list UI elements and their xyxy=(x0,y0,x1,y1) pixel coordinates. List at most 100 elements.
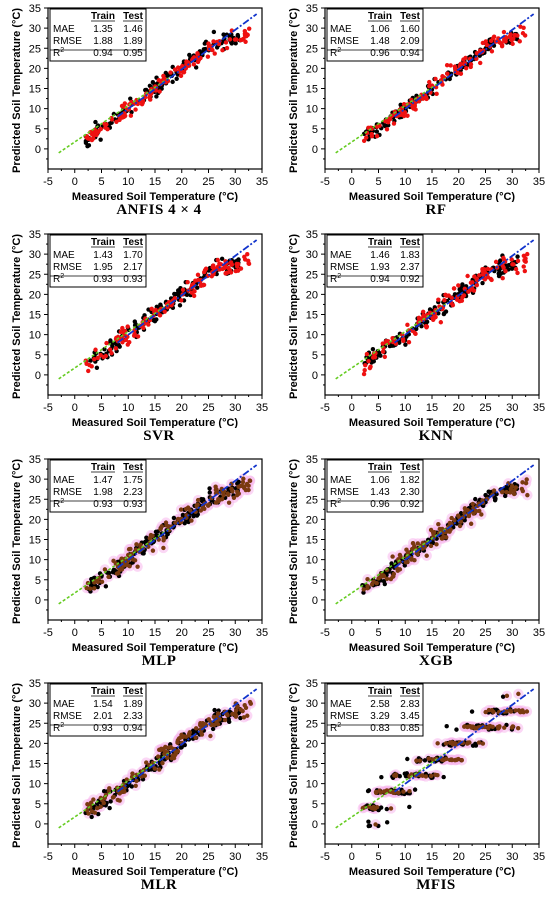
metric-label: MAE xyxy=(330,24,352,35)
test-point xyxy=(509,257,514,262)
test-point xyxy=(86,368,91,374)
y-tick-label: 0 xyxy=(312,819,318,831)
test-point xyxy=(235,268,241,273)
superscript: 2 xyxy=(60,498,64,505)
metric-train-value: 2.58 xyxy=(370,699,390,710)
x-tick-label: -5 xyxy=(320,176,330,188)
test-point xyxy=(471,724,476,730)
test-point xyxy=(515,33,520,38)
test-point xyxy=(94,805,100,811)
test-point xyxy=(414,758,419,763)
test-point xyxy=(415,541,420,546)
test-point xyxy=(459,758,465,763)
metrics-table xyxy=(49,683,147,737)
y-tick-label: 5 xyxy=(312,575,318,587)
superscript: 2 xyxy=(337,273,341,280)
test-point xyxy=(489,49,495,54)
x-axis-title: Measured Soil Temperature (°C) xyxy=(72,642,239,653)
metrics-table xyxy=(326,8,424,62)
test-point xyxy=(393,772,398,777)
test-point xyxy=(223,40,229,45)
test-point xyxy=(122,101,128,106)
metric-label: RMSE xyxy=(330,487,359,498)
train-point xyxy=(101,788,107,794)
test-point xyxy=(183,506,189,512)
test-point xyxy=(161,73,166,79)
test-point xyxy=(400,336,406,342)
test-point xyxy=(161,77,166,82)
test-point xyxy=(157,767,162,772)
test-point xyxy=(511,262,516,267)
superscript: 2 xyxy=(337,722,341,729)
test-point xyxy=(462,510,467,516)
metrics-header-test: Test xyxy=(400,237,420,248)
test-point xyxy=(133,107,138,112)
test-point xyxy=(436,297,441,302)
metric-test-value: 2.17 xyxy=(123,262,143,273)
test-point xyxy=(160,760,165,766)
train-point xyxy=(503,493,508,499)
test-point xyxy=(441,757,446,763)
x-tick-label: 15 xyxy=(426,627,438,639)
test-point xyxy=(503,39,508,44)
test-point xyxy=(365,586,370,591)
data-layer xyxy=(58,239,258,380)
y-tick-label: 25 xyxy=(29,494,41,506)
train-point xyxy=(469,709,475,714)
data-layer xyxy=(335,239,535,380)
train-point xyxy=(404,334,409,339)
test-point xyxy=(111,794,116,800)
test-point xyxy=(374,124,380,129)
train-point xyxy=(398,102,403,108)
y-tick-label: 15 xyxy=(306,84,318,96)
train-point xyxy=(195,285,200,290)
metric-label: RMSE xyxy=(53,711,82,722)
metric-label: MAE xyxy=(53,699,75,710)
fit-line xyxy=(394,239,535,344)
test-point xyxy=(127,563,132,569)
test-point xyxy=(147,536,152,541)
y-tick-label: 25 xyxy=(29,269,41,281)
test-point xyxy=(195,272,201,278)
x-tick-label: -5 xyxy=(43,176,53,188)
test-point xyxy=(436,521,441,527)
x-tick-label: 5 xyxy=(98,176,104,188)
metric-train-value: 0.96 xyxy=(370,499,390,510)
metric-test-value: 2.83 xyxy=(400,699,420,710)
metric-label: R2 xyxy=(53,273,64,285)
train-point xyxy=(414,326,419,332)
test-point xyxy=(525,251,530,257)
test-point xyxy=(220,47,225,53)
x-axis-title: Measured Soil Temperature (°C) xyxy=(72,191,239,202)
test-point xyxy=(461,293,467,298)
test-point xyxy=(441,534,446,539)
test-point xyxy=(122,111,127,116)
test-point xyxy=(157,89,162,94)
test-point xyxy=(361,587,366,592)
ideal-line xyxy=(335,301,449,380)
y-axis-title: Predicted Soil Temperature (°C) xyxy=(288,234,300,399)
test-point xyxy=(240,483,245,488)
metric-test-value: 3.45 xyxy=(400,711,420,722)
test-point xyxy=(502,725,507,730)
metric-label: RMSE xyxy=(330,711,359,722)
test-point xyxy=(192,289,197,294)
y-tick-label: 25 xyxy=(29,43,41,55)
metric-test-value: 2.23 xyxy=(123,487,143,498)
metric-test-value: 1.46 xyxy=(123,24,143,35)
train-point xyxy=(150,79,156,85)
x-tick-label: 15 xyxy=(149,402,161,414)
test-point xyxy=(86,811,91,816)
ideal-line xyxy=(58,301,172,380)
test-point xyxy=(226,500,232,505)
test-point xyxy=(243,705,249,710)
test-point xyxy=(374,133,380,139)
y-tick-label: 5 xyxy=(35,799,41,811)
scatter-plot: -5 0 5 10 15 20 25 30 35 0 5 10 15 20 25 30 35 Measured S… xyxy=(288,3,545,202)
metric-test-value: 2.09 xyxy=(400,36,420,47)
test-point xyxy=(510,41,515,47)
x-tick-label: 10 xyxy=(399,851,411,863)
fit-line xyxy=(117,239,258,344)
metric-label: R2 xyxy=(53,47,64,59)
test-point xyxy=(193,278,198,283)
